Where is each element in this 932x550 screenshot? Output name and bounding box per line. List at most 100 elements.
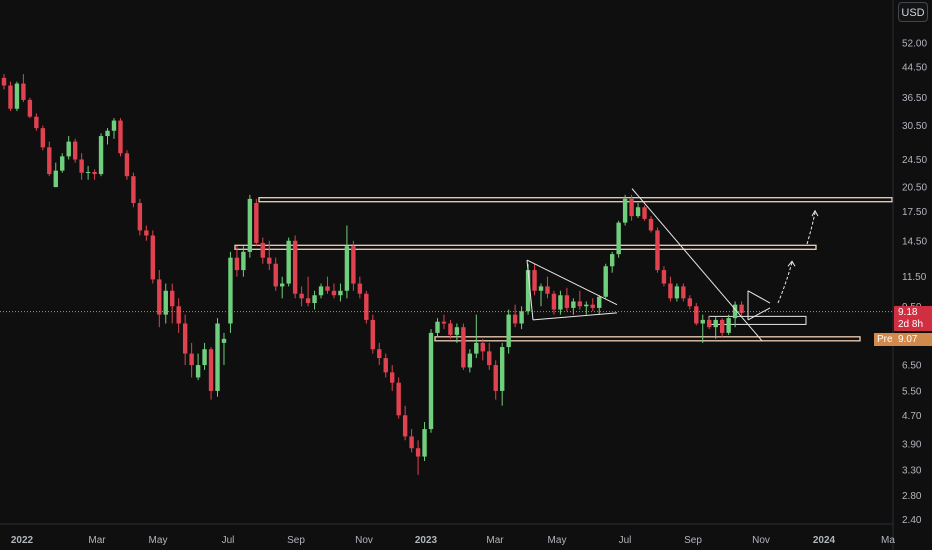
price-tick-label: 5.50 — [902, 386, 922, 397]
candle-body — [195, 365, 201, 378]
trendline-overlays[interactable] — [526, 188, 819, 342]
candle-body — [292, 240, 298, 294]
projection-arrow-2[interactable] — [806, 212, 816, 245]
candle-body — [1, 77, 7, 86]
price-tick-label: 4.70 — [902, 411, 922, 422]
candle-body — [707, 319, 712, 328]
time-tick-label: Sep — [684, 535, 702, 546]
last-price-tag: 9.18 — [894, 306, 932, 319]
price-tick-label: 52.00 — [902, 38, 927, 49]
time-axis[interactable]: 2022 Mar May Jul Sep Nov 2023 Mar May Jul Sep Nov 20… — [0, 523, 895, 546]
candle-body — [344, 246, 350, 291]
candle-body — [53, 170, 58, 188]
triangle-lower-line[interactable] — [532, 312, 618, 321]
resistance-level-upper[interactable] — [258, 197, 893, 203]
downtrend-line[interactable] — [631, 188, 763, 342]
candle-body — [215, 323, 220, 391]
candle-body — [694, 306, 699, 324]
candle-body — [247, 198, 253, 252]
candle-body — [584, 304, 589, 307]
candle-body — [415, 448, 421, 457]
candle-body — [286, 240, 291, 284]
candle-body — [525, 270, 531, 312]
candle-body — [383, 358, 388, 373]
time-tick-label: 2024 — [813, 535, 836, 546]
pennant-lower-line[interactable] — [747, 307, 771, 321]
candle-body — [668, 283, 673, 299]
candle-body — [454, 327, 460, 335]
candle-body — [280, 283, 285, 287]
candle-body — [124, 153, 130, 177]
candle-body — [312, 295, 317, 304]
candle-body — [409, 436, 414, 449]
candle-body — [428, 332, 434, 430]
candle-body — [14, 83, 20, 109]
projection-arrow-1-head — [787, 260, 796, 267]
candle-body — [441, 321, 447, 324]
candle-body — [131, 176, 136, 204]
candles-group — [0, 74, 893, 475]
candle-body — [603, 266, 608, 297]
candle-body — [170, 290, 175, 307]
price-tick-label: 20.50 — [902, 183, 927, 194]
resistance-level-middle[interactable] — [234, 244, 817, 250]
time-tick-label: Jul — [222, 535, 235, 546]
candle-body — [176, 306, 181, 324]
pennant-upper-line[interactable] — [747, 290, 771, 304]
candle-body — [144, 230, 149, 236]
candle-body — [396, 382, 401, 416]
triangle-left-edge[interactable] — [526, 260, 534, 320]
candle-body — [92, 172, 97, 175]
triangle-upper-line[interactable] — [526, 259, 618, 306]
candle-body — [377, 349, 382, 359]
price-axis[interactable]: 52.00 44.50 36.50 30.50 24.50 20.50 17.50 14.50… — [892, 0, 927, 550]
candle-body — [538, 286, 544, 291]
candle-body — [558, 295, 563, 310]
time-tick-label: Nov — [752, 535, 770, 546]
candle-body — [590, 304, 595, 308]
candle-body — [150, 235, 156, 280]
drawing-overlays[interactable] — [234, 197, 893, 342]
candle-body — [687, 298, 693, 307]
candle-body — [182, 323, 188, 354]
projection-arrow-2-head — [811, 209, 819, 217]
candle-body — [221, 338, 227, 343]
candle-body — [79, 159, 84, 173]
price-tick-label: 3.30 — [902, 466, 922, 477]
candle-body — [202, 349, 207, 366]
candle-body — [564, 295, 570, 308]
candle-body — [629, 198, 634, 217]
candle-body — [8, 85, 13, 109]
candle-body — [739, 304, 744, 313]
price-tick-label: 2.40 — [902, 515, 922, 526]
candle-body — [700, 319, 705, 324]
support-level-lower[interactable] — [434, 336, 861, 342]
candle-body — [60, 156, 65, 171]
candle-body — [357, 283, 363, 294]
candle-body — [493, 365, 498, 391]
candle-body — [66, 141, 71, 157]
candle-body — [713, 319, 718, 328]
price-tick-label: 11.50 — [902, 272, 927, 283]
candle-body — [487, 351, 492, 366]
candle-body — [726, 318, 731, 333]
candle-body — [467, 353, 473, 368]
bar-countdown-tag: 2d 8h — [894, 318, 932, 331]
premarket-label: Pre — [874, 333, 894, 346]
price-tick-label: 14.50 — [902, 236, 927, 247]
time-tick-label: Sep — [287, 535, 305, 546]
candle-body — [390, 372, 395, 383]
candle-body — [461, 327, 466, 368]
candle-body — [616, 222, 621, 255]
candle-body — [47, 147, 52, 175]
candle-body — [661, 270, 667, 284]
currency-button[interactable]: USD — [898, 2, 928, 22]
candle-body — [622, 198, 628, 223]
candle-body — [635, 207, 641, 217]
candle-body — [273, 263, 278, 287]
candle-body — [577, 301, 583, 307]
projection-arrow-1[interactable] — [777, 262, 793, 304]
time-tick-label: Mar — [88, 535, 106, 546]
candle-body — [105, 130, 110, 137]
